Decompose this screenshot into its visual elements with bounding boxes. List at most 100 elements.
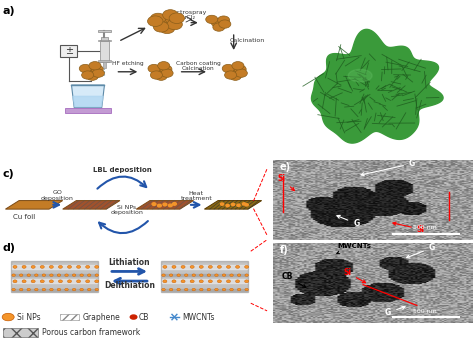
Circle shape xyxy=(229,72,241,80)
Circle shape xyxy=(22,266,26,268)
Circle shape xyxy=(222,288,226,291)
Circle shape xyxy=(200,274,203,276)
Text: ±: ± xyxy=(65,46,73,56)
Circle shape xyxy=(172,266,176,268)
Circle shape xyxy=(27,288,30,291)
Circle shape xyxy=(42,288,46,291)
Text: deposition: deposition xyxy=(110,210,143,215)
Circle shape xyxy=(157,204,161,207)
Ellipse shape xyxy=(348,69,372,82)
Bar xyxy=(60,314,79,320)
Text: CuCl₂: CuCl₂ xyxy=(178,15,195,20)
Circle shape xyxy=(162,288,165,291)
Circle shape xyxy=(154,21,169,32)
Text: CB: CB xyxy=(282,272,306,287)
Circle shape xyxy=(95,274,99,276)
Bar xyxy=(12,279,97,284)
Circle shape xyxy=(76,280,81,283)
Circle shape xyxy=(173,203,176,205)
Circle shape xyxy=(162,274,165,276)
Circle shape xyxy=(230,274,233,276)
Circle shape xyxy=(92,69,104,77)
Circle shape xyxy=(160,65,172,73)
Circle shape xyxy=(40,266,44,268)
Circle shape xyxy=(87,288,91,291)
Polygon shape xyxy=(63,201,120,209)
Circle shape xyxy=(159,23,175,34)
Circle shape xyxy=(19,274,23,276)
Circle shape xyxy=(184,288,188,291)
Circle shape xyxy=(157,17,173,28)
Circle shape xyxy=(95,288,99,291)
Circle shape xyxy=(222,64,234,73)
Bar xyxy=(3,328,38,337)
Circle shape xyxy=(152,203,156,205)
Text: Calcination: Calcination xyxy=(230,37,265,42)
Circle shape xyxy=(35,288,38,291)
Circle shape xyxy=(50,288,53,291)
Text: 500 nm: 500 nm xyxy=(413,309,437,313)
Bar xyxy=(12,289,97,291)
Circle shape xyxy=(79,64,91,73)
Bar xyxy=(100,40,109,62)
Bar xyxy=(161,261,248,292)
Circle shape xyxy=(208,266,212,268)
Circle shape xyxy=(208,280,212,283)
Circle shape xyxy=(236,280,240,283)
Circle shape xyxy=(22,280,26,283)
Circle shape xyxy=(86,280,90,283)
Circle shape xyxy=(49,280,54,283)
Text: Heat: Heat xyxy=(189,191,204,196)
Text: 500 nm: 500 nm xyxy=(413,225,437,230)
Circle shape xyxy=(163,280,167,283)
Circle shape xyxy=(215,274,218,276)
Circle shape xyxy=(73,274,76,276)
Circle shape xyxy=(211,18,223,27)
Circle shape xyxy=(169,13,184,23)
Circle shape xyxy=(40,280,44,283)
Circle shape xyxy=(150,13,166,24)
Text: MWCNTs: MWCNTs xyxy=(337,243,371,254)
Circle shape xyxy=(82,71,94,79)
Text: Cu foil: Cu foil xyxy=(13,214,36,220)
Text: Calcination: Calcination xyxy=(182,66,214,70)
Circle shape xyxy=(158,62,170,70)
Circle shape xyxy=(227,280,230,283)
Circle shape xyxy=(163,266,167,268)
Circle shape xyxy=(12,288,15,291)
Circle shape xyxy=(207,288,210,291)
Text: G: G xyxy=(361,159,415,176)
Circle shape xyxy=(167,19,182,30)
Circle shape xyxy=(184,274,188,276)
Circle shape xyxy=(49,266,54,268)
Circle shape xyxy=(192,274,196,276)
Circle shape xyxy=(91,65,103,73)
Circle shape xyxy=(86,72,99,80)
Text: HF etching: HF etching xyxy=(112,61,144,66)
Circle shape xyxy=(218,266,221,268)
Circle shape xyxy=(165,14,181,25)
Bar xyxy=(162,274,246,276)
Circle shape xyxy=(169,288,173,291)
Polygon shape xyxy=(204,201,262,209)
Text: Si NPs: Si NPs xyxy=(17,312,40,322)
Circle shape xyxy=(213,23,225,31)
Text: Lithiation: Lithiation xyxy=(109,258,150,267)
Circle shape xyxy=(130,315,137,319)
Circle shape xyxy=(192,288,196,291)
Circle shape xyxy=(245,266,249,268)
Circle shape xyxy=(31,280,35,283)
Circle shape xyxy=(35,274,38,276)
Bar xyxy=(162,265,246,269)
Circle shape xyxy=(227,266,230,268)
Text: Graphene: Graphene xyxy=(82,312,120,322)
Text: f): f) xyxy=(280,245,288,255)
Circle shape xyxy=(86,266,90,268)
Bar xyxy=(103,62,106,68)
Bar xyxy=(100,37,109,40)
Circle shape xyxy=(67,280,72,283)
Text: deposition: deposition xyxy=(41,195,73,201)
Polygon shape xyxy=(73,96,103,107)
Circle shape xyxy=(219,20,231,28)
Circle shape xyxy=(67,266,72,268)
